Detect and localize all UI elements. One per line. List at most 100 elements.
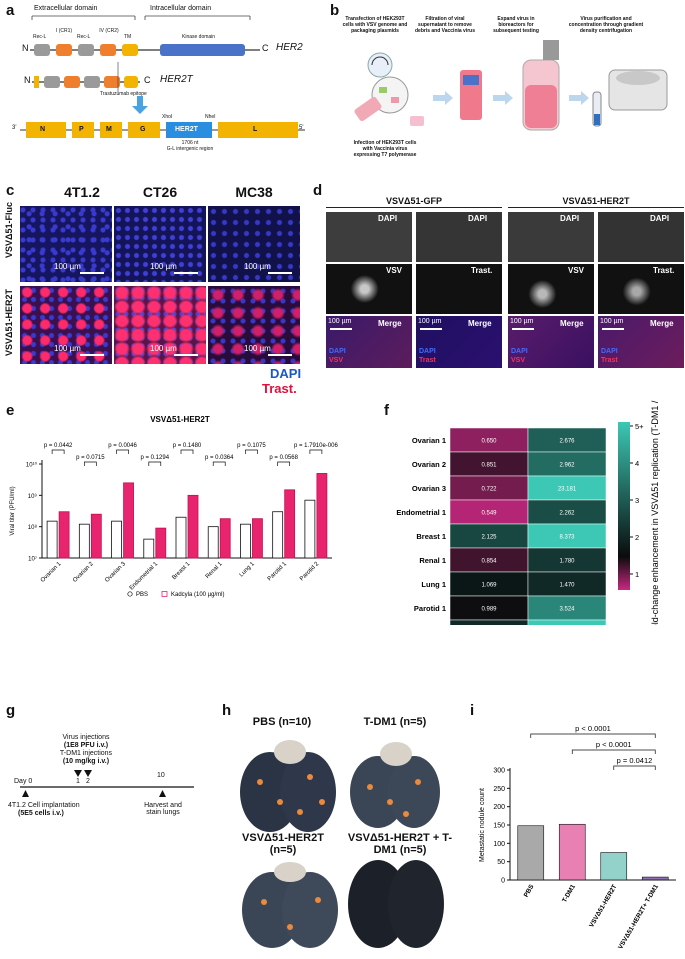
heatmap-value-label: 3.524 (559, 607, 575, 613)
domain-label-cr2: IV (CR2) (99, 28, 119, 34)
heatmap-value-label: 2.262 (559, 511, 575, 517)
gene-p: P (79, 126, 84, 133)
significance-bracket (277, 461, 291, 466)
domain-label-cr1: I (CR1) (55, 28, 73, 34)
y-tick-label: 10⁹ (28, 493, 38, 500)
heatmap-value-label: 2.962 (559, 463, 575, 469)
legend-kadcyla-marker (161, 591, 168, 597)
micrograph-d-merge-3 (508, 316, 594, 368)
bar-kadcyla (90, 513, 102, 559)
y-tick-label: 50 (497, 859, 505, 866)
bar (600, 852, 628, 881)
step-expand: Expand virus in bioreactors for subseque… (493, 16, 539, 34)
panel-letter-e: e (6, 402, 15, 419)
x-tick-label: PBS (523, 883, 536, 899)
d-label-dapi-4: DAPI (650, 214, 670, 223)
bar-kadcyla (219, 518, 231, 559)
heatmap-cell (527, 427, 607, 453)
legend-dapi: DAPI (270, 366, 302, 381)
group-underline (508, 207, 684, 208)
viral-titer-chart: VSVΔ51-HER2T 10⁷ 10⁸ 10⁹ 10¹⁰ Viral titer (PF… (10, 415, 338, 598)
lung-label-combo: VSVΔ51-HER2T + T-DM1 (n=5) (347, 832, 453, 856)
timeline-day0: Day 0 (14, 778, 33, 785)
bar-kadcyla (284, 489, 296, 559)
step-infection: Infection of HEK293T cells with Vaccinia… (353, 140, 417, 158)
significance-bracket (51, 449, 65, 454)
bar-kadcyla (252, 518, 263, 559)
x-tick-label: VSVΔ51-HER2T (588, 883, 618, 928)
d-merge-legend-dapi-1: DAPI (329, 348, 346, 355)
d-label-trast-4: Trast. (653, 266, 675, 275)
timeline-day2: 2 (86, 778, 90, 785)
heatmap-value-label: 0.851 (481, 463, 497, 469)
insert-size: 1706 nt (181, 140, 199, 146)
gene-m: M (106, 126, 112, 133)
d-merge-legend-vsv-1: VSV (329, 357, 344, 364)
scalebar (80, 354, 104, 356)
bar-pbs (46, 520, 58, 559)
p-value-label: p = 0.1294 (141, 455, 170, 461)
virus-injection-label: Virus injections (62, 734, 110, 741)
y-tick-label: 250 (493, 786, 505, 793)
heatmap-cell (527, 547, 607, 573)
micrograph-fluc-ct26 (114, 206, 206, 282)
scalebar-label: 100 µm (418, 318, 442, 325)
legend-kadcyla-label: Kadcyla (100 µg/ml) (171, 592, 224, 598)
domain-label-kinase: Kinase domain (182, 34, 216, 40)
d-label-dapi-2: DAPI (468, 214, 488, 223)
d-label-merge-3: Merge (560, 319, 584, 328)
scalebar-label: 100 µm (510, 318, 534, 325)
scalebar (330, 328, 352, 330)
scalebar-label: 100 µm (244, 344, 271, 353)
heatmap-row-label: Ovarian 3 (412, 484, 446, 493)
heatmap-cell (449, 475, 529, 501)
col-label-ct26: CT26 (142, 184, 178, 200)
heatmap-value-label: 2.676 (559, 439, 575, 445)
significance-bracket (309, 449, 323, 454)
her2-n-terminus: N (22, 43, 29, 53)
timeline-day1: 1 (76, 778, 80, 785)
colorbar-tick-label: 4 (635, 459, 639, 468)
d-label-vsv-3: VSV (568, 266, 585, 275)
nhei-site: NheI (205, 114, 216, 120)
heatmap-value-label: 0.549 (481, 511, 497, 517)
d-label-vsv-1: VSV (386, 266, 403, 275)
micrograph-d-dapi-3 (508, 212, 594, 262)
heatmap-value-label: 23.181 (558, 487, 577, 493)
colorbar-tick-label: 3 (635, 496, 639, 505)
heatmap-row-label: Endometrial 1 (396, 508, 446, 517)
heatmap-cell (449, 451, 529, 477)
bar (517, 825, 545, 881)
scalebar-label: 100 µm (150, 344, 177, 353)
bar-kadcyla (155, 527, 167, 559)
her2-construct-diagram (20, 15, 305, 138)
panel-letter-f: f (384, 402, 389, 419)
virus-production-workflow (354, 40, 668, 131)
significance-bracket (212, 461, 226, 466)
tdm1-injection-label: T-DM1 injections (59, 750, 113, 757)
heatmap-row-label: Parotid 1 (414, 604, 446, 613)
significance-bracket (613, 765, 656, 770)
x-tick-label: Lung 1 (239, 561, 257, 579)
scalebar-label: 100 µm (54, 262, 81, 271)
significance-bracket (83, 461, 97, 466)
d-merge-legend-dapi-4: DAPI (601, 348, 618, 355)
row-label-fluc: VSVΔ51-Fluc (4, 202, 14, 258)
p-value-label: p = 0.1480 (173, 443, 202, 449)
heatmap-row-label: Ovarian 1 (412, 436, 446, 445)
bar-pbs (207, 526, 219, 559)
x-tick-label: T-DM1 (561, 883, 577, 904)
p-value-label: p = 0.1075 (237, 443, 266, 449)
y-tick-label: 10⁷ (28, 556, 37, 563)
y-tick-label: 10¹⁰ (26, 462, 38, 469)
micrograph-her2t-4t12 (20, 286, 112, 364)
micrograph-d-merge-2 (416, 316, 502, 368)
colorbar (618, 422, 630, 590)
lung-label-pbs: PBS (n=10) (252, 716, 312, 728)
domain-label-tm: TM (124, 34, 132, 40)
x-tick-label: Ovarian 3 (104, 561, 127, 584)
d-label-dapi-3: DAPI (560, 214, 580, 223)
d-label-dapi-1: DAPI (378, 214, 398, 223)
heatmap-value-label: 0.989 (481, 607, 497, 613)
heatmap-value-label: 1.470 (559, 583, 575, 589)
